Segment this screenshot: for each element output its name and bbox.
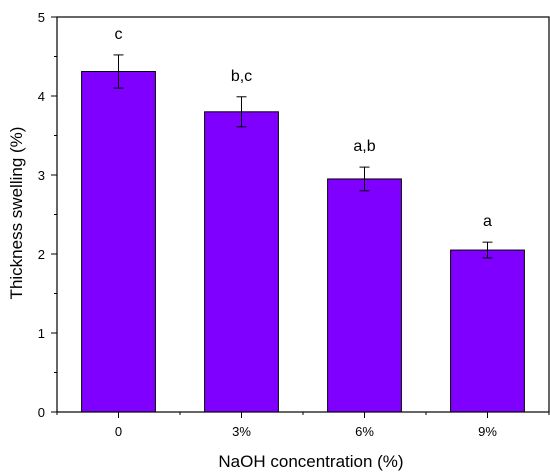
bar — [327, 178, 402, 413]
bar — [450, 249, 525, 413]
y-tick-label: 3 — [38, 168, 45, 183]
y-tick-label: 0 — [38, 405, 45, 420]
x-tick-label: 0 — [115, 424, 122, 439]
x-axis-title: NaOH concentration (%) — [218, 452, 403, 471]
x-tick-label: 6% — [355, 424, 374, 439]
bar — [81, 71, 156, 413]
plot-marks: c b,c a,b a — [81, 26, 525, 413]
x-tick-label: 9% — [478, 424, 497, 439]
bar — [204, 111, 279, 413]
y-tick-label: 1 — [38, 326, 45, 341]
significance-label: b,c — [231, 68, 252, 85]
y-axis-title: Thickness swelling (%) — [7, 127, 26, 300]
x-tick-label: 3% — [232, 424, 251, 439]
significance-label: a — [483, 213, 492, 230]
significance-label: a,b — [353, 138, 375, 155]
significance-label: c — [115, 26, 123, 43]
axes: 0 1 2 3 4 5 0 3% 6% 9% — [38, 10, 550, 439]
y-tick-label: 4 — [38, 89, 45, 104]
y-tick-label: 5 — [38, 10, 45, 25]
y-tick-label: 2 — [38, 247, 45, 262]
